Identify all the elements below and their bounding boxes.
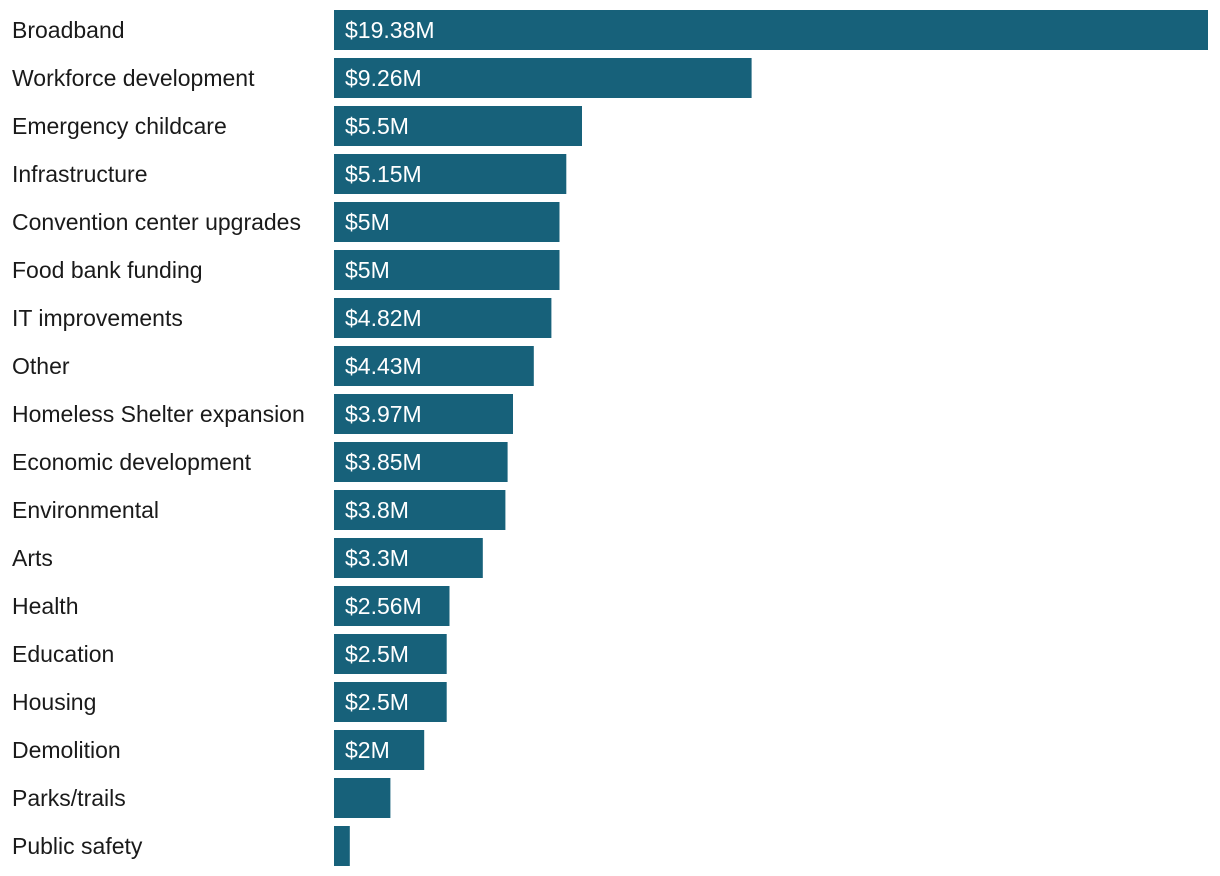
value-label: $3.3M (345, 545, 409, 571)
value-label: $3.85M (345, 449, 422, 475)
bar (334, 346, 534, 386)
bar (334, 250, 560, 290)
category-labels: Broadband Workforce development Emergency … (12, 17, 305, 859)
bar (334, 10, 1208, 50)
value-label: $3.97M (345, 401, 422, 427)
category-label: IT improvements (12, 305, 183, 331)
bar (334, 730, 425, 770)
category-label: Economic development (12, 449, 252, 475)
bar (334, 490, 506, 530)
value-labels: $19.38M $9.26M $5.5M $5.15M $5M $5M $4.82M $4.4… (345, 17, 435, 763)
bar (334, 634, 447, 674)
category-label: Food bank funding (12, 257, 203, 283)
bar (334, 538, 483, 578)
value-label: $5M (345, 257, 390, 283)
bars (334, 10, 1208, 866)
value-label: $4.82M (345, 305, 422, 331)
value-label: $2M (345, 737, 390, 763)
bar (334, 58, 752, 98)
value-label: $4.43M (345, 353, 422, 379)
bar (334, 106, 582, 146)
category-label: Convention center upgrades (12, 209, 301, 235)
value-label: $2.5M (345, 689, 409, 715)
category-label: Health (12, 593, 78, 619)
value-label: $5.5M (345, 113, 409, 139)
bar (334, 298, 552, 338)
value-label: $2.5M (345, 641, 409, 667)
category-label: Arts (12, 545, 53, 571)
bar (334, 586, 450, 626)
bar (334, 394, 513, 434)
bar (334, 778, 391, 818)
category-label: Infrastructure (12, 161, 148, 187)
category-label: Broadband (12, 17, 125, 43)
bar (334, 442, 508, 482)
category-label: Environmental (12, 497, 159, 523)
value-label: $5.15M (345, 161, 422, 187)
category-label: Other (12, 353, 70, 379)
bar (334, 682, 447, 722)
value-label: $5M (345, 209, 390, 235)
value-label: $3.8M (345, 497, 409, 523)
category-label: Workforce development (12, 65, 255, 91)
value-label: $19.38M (345, 17, 435, 43)
category-label: Public safety (12, 833, 143, 859)
category-label: Emergency childcare (12, 113, 227, 139)
bar (334, 154, 567, 194)
category-label: Homeless Shelter expansion (12, 401, 305, 427)
category-label: Parks/trails (12, 785, 126, 811)
category-label: Demolition (12, 737, 121, 763)
category-label: Housing (12, 689, 96, 715)
value-label: $9.26M (345, 65, 422, 91)
bar (334, 202, 560, 242)
value-label: $2.56M (345, 593, 422, 619)
category-label: Education (12, 641, 114, 667)
bar (334, 826, 350, 866)
